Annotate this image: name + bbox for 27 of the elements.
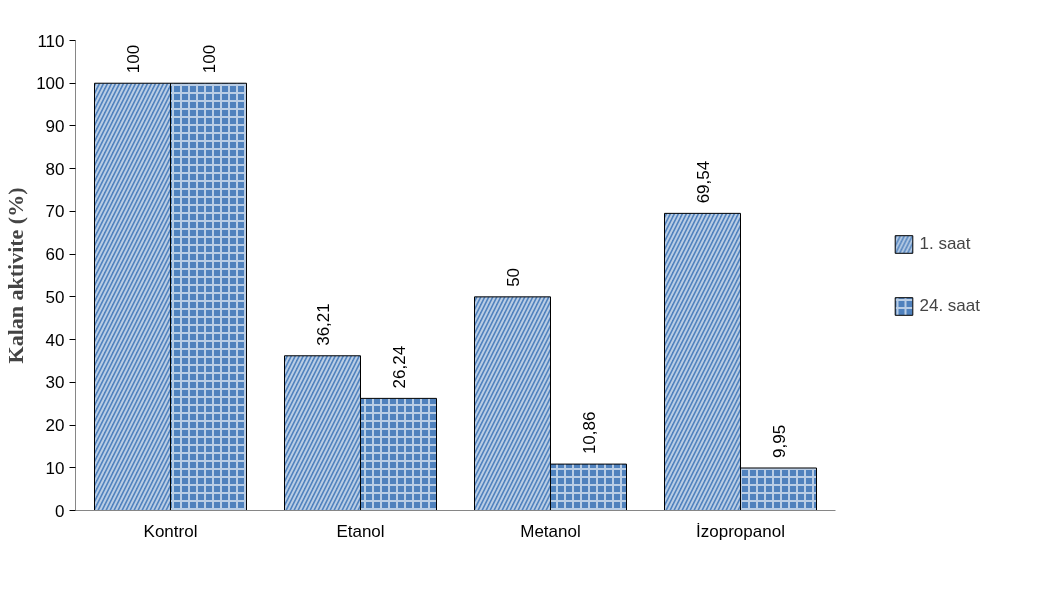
y-axis-title: Kalan aktivite (%) xyxy=(3,187,29,364)
y-tick-label: 0 xyxy=(55,501,65,521)
x-tick-label: İzopropanol xyxy=(696,521,785,541)
legend-label: 1. saat xyxy=(919,234,971,254)
data-label: 26,24 xyxy=(389,345,409,389)
x-tick-label: Metanol xyxy=(520,521,581,541)
y-tick-label: 40 xyxy=(45,330,65,350)
x-tick-label: Etanol xyxy=(336,521,385,541)
y-tick-label: 80 xyxy=(45,159,65,179)
y-tick-label: 10 xyxy=(45,458,65,478)
y-tick-label: 20 xyxy=(45,416,65,436)
data-label: 50 xyxy=(503,267,523,287)
data-label: 9,95 xyxy=(769,424,789,458)
data-label: 100 xyxy=(123,44,143,74)
y-tick-label: 60 xyxy=(45,245,65,265)
y-tick-label: 90 xyxy=(45,116,65,136)
y-tick-label: 30 xyxy=(45,373,65,393)
data-label: 10,86 xyxy=(579,411,599,455)
data-label: 100 xyxy=(199,44,219,74)
y-tick-label: 110 xyxy=(37,31,65,51)
x-tick-label: Kontrol xyxy=(143,521,198,541)
y-tick-label: 100 xyxy=(36,74,65,94)
legend-label: 24. saat xyxy=(919,296,980,316)
data-label: 36,21 xyxy=(313,303,333,346)
y-tick-label: 50 xyxy=(45,287,65,307)
data-label: 69,54 xyxy=(693,160,713,204)
y-tick-label: 70 xyxy=(45,202,65,222)
